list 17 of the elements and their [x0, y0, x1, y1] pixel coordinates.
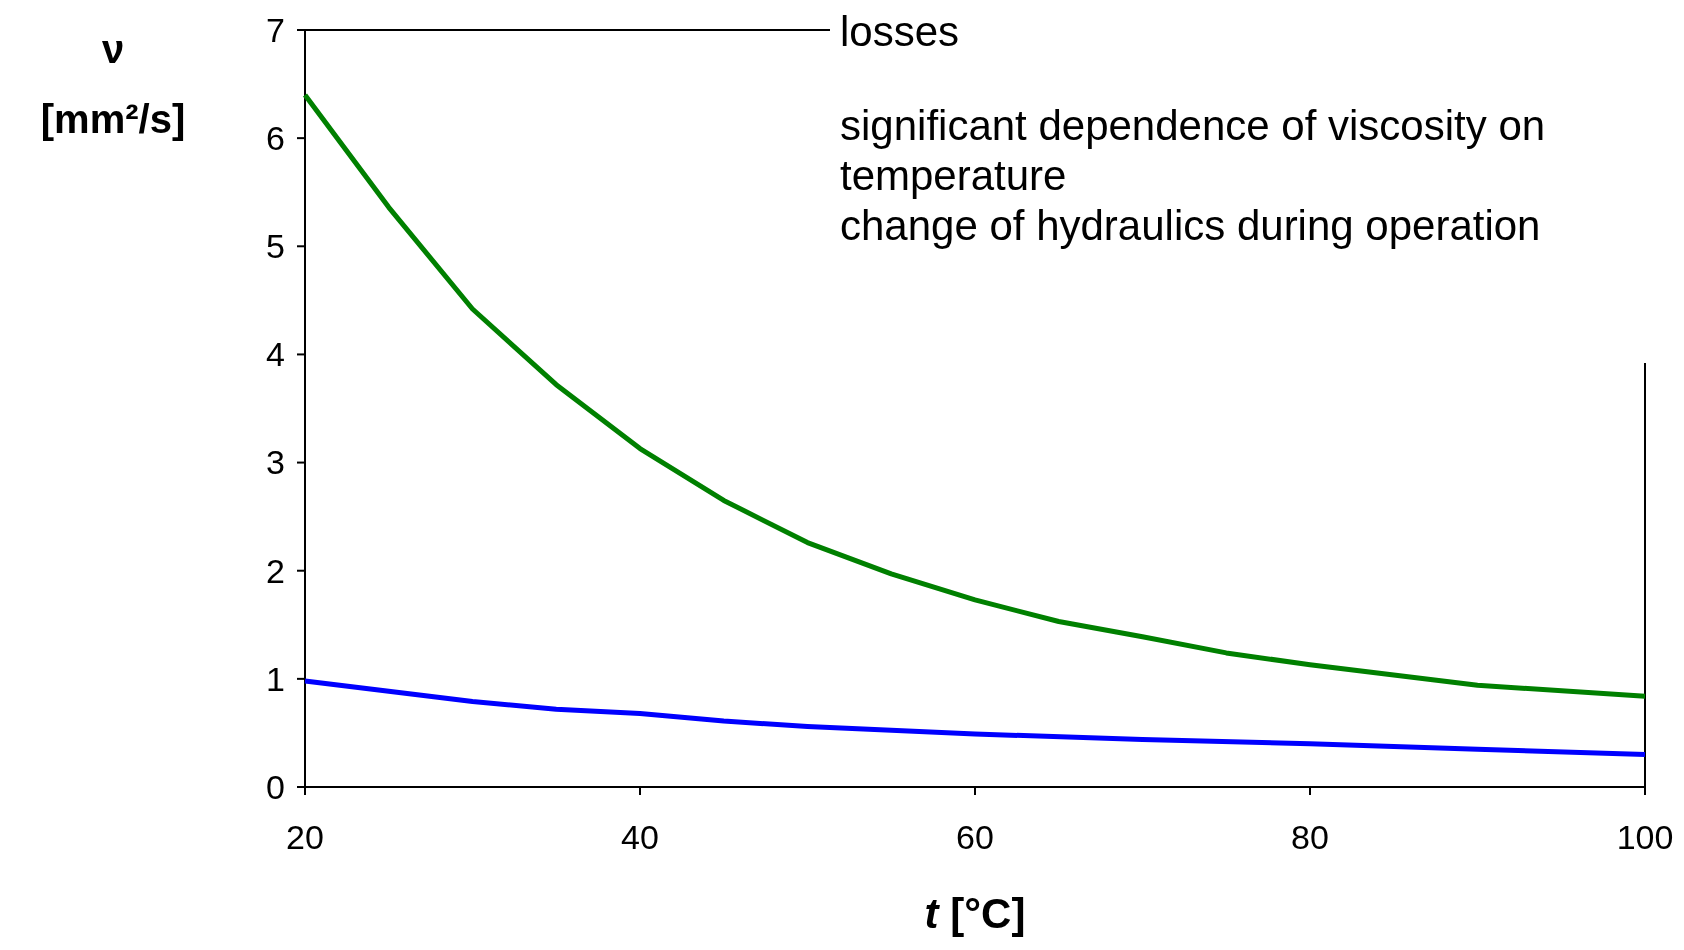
x-axis-title: t [°C] — [924, 890, 1026, 937]
y-tick-label: 4 — [266, 335, 285, 374]
y-axis-title: ν [mm²/s] — [40, 27, 186, 141]
y-tick-label: 0 — [266, 767, 285, 806]
y-tick-label: 6 — [266, 119, 285, 158]
y-tick-label: 3 — [266, 443, 285, 482]
annotation: change of hydraulics during operation — [840, 202, 1541, 249]
y-tick-label: 5 — [266, 227, 285, 266]
y-tick-label: 7 — [266, 10, 285, 49]
x-tick-label: 20 — [286, 818, 324, 856]
x-tick-label: 80 — [1291, 818, 1329, 856]
x-tick-label: 40 — [621, 818, 659, 856]
x-tick-label: 60 — [956, 818, 994, 856]
y-tick-label: 2 — [266, 551, 285, 590]
y-tick-label: 1 — [266, 659, 285, 698]
annotation: losses — [840, 8, 960, 55]
x-tick-label: 100 — [1616, 818, 1674, 856]
